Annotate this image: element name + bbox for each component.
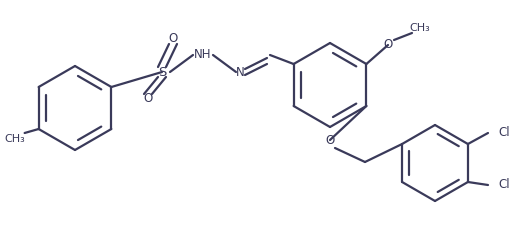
Text: O: O bbox=[384, 39, 393, 52]
Text: CH₃: CH₃ bbox=[410, 23, 430, 33]
Text: NH: NH bbox=[194, 49, 212, 61]
Text: N: N bbox=[236, 66, 244, 79]
Text: O: O bbox=[326, 134, 335, 146]
Text: S: S bbox=[158, 66, 166, 79]
Text: O: O bbox=[144, 91, 153, 104]
Text: Cl: Cl bbox=[498, 179, 510, 191]
Text: Cl: Cl bbox=[498, 127, 510, 140]
Text: CH₃: CH₃ bbox=[4, 134, 25, 144]
Text: O: O bbox=[168, 31, 178, 45]
